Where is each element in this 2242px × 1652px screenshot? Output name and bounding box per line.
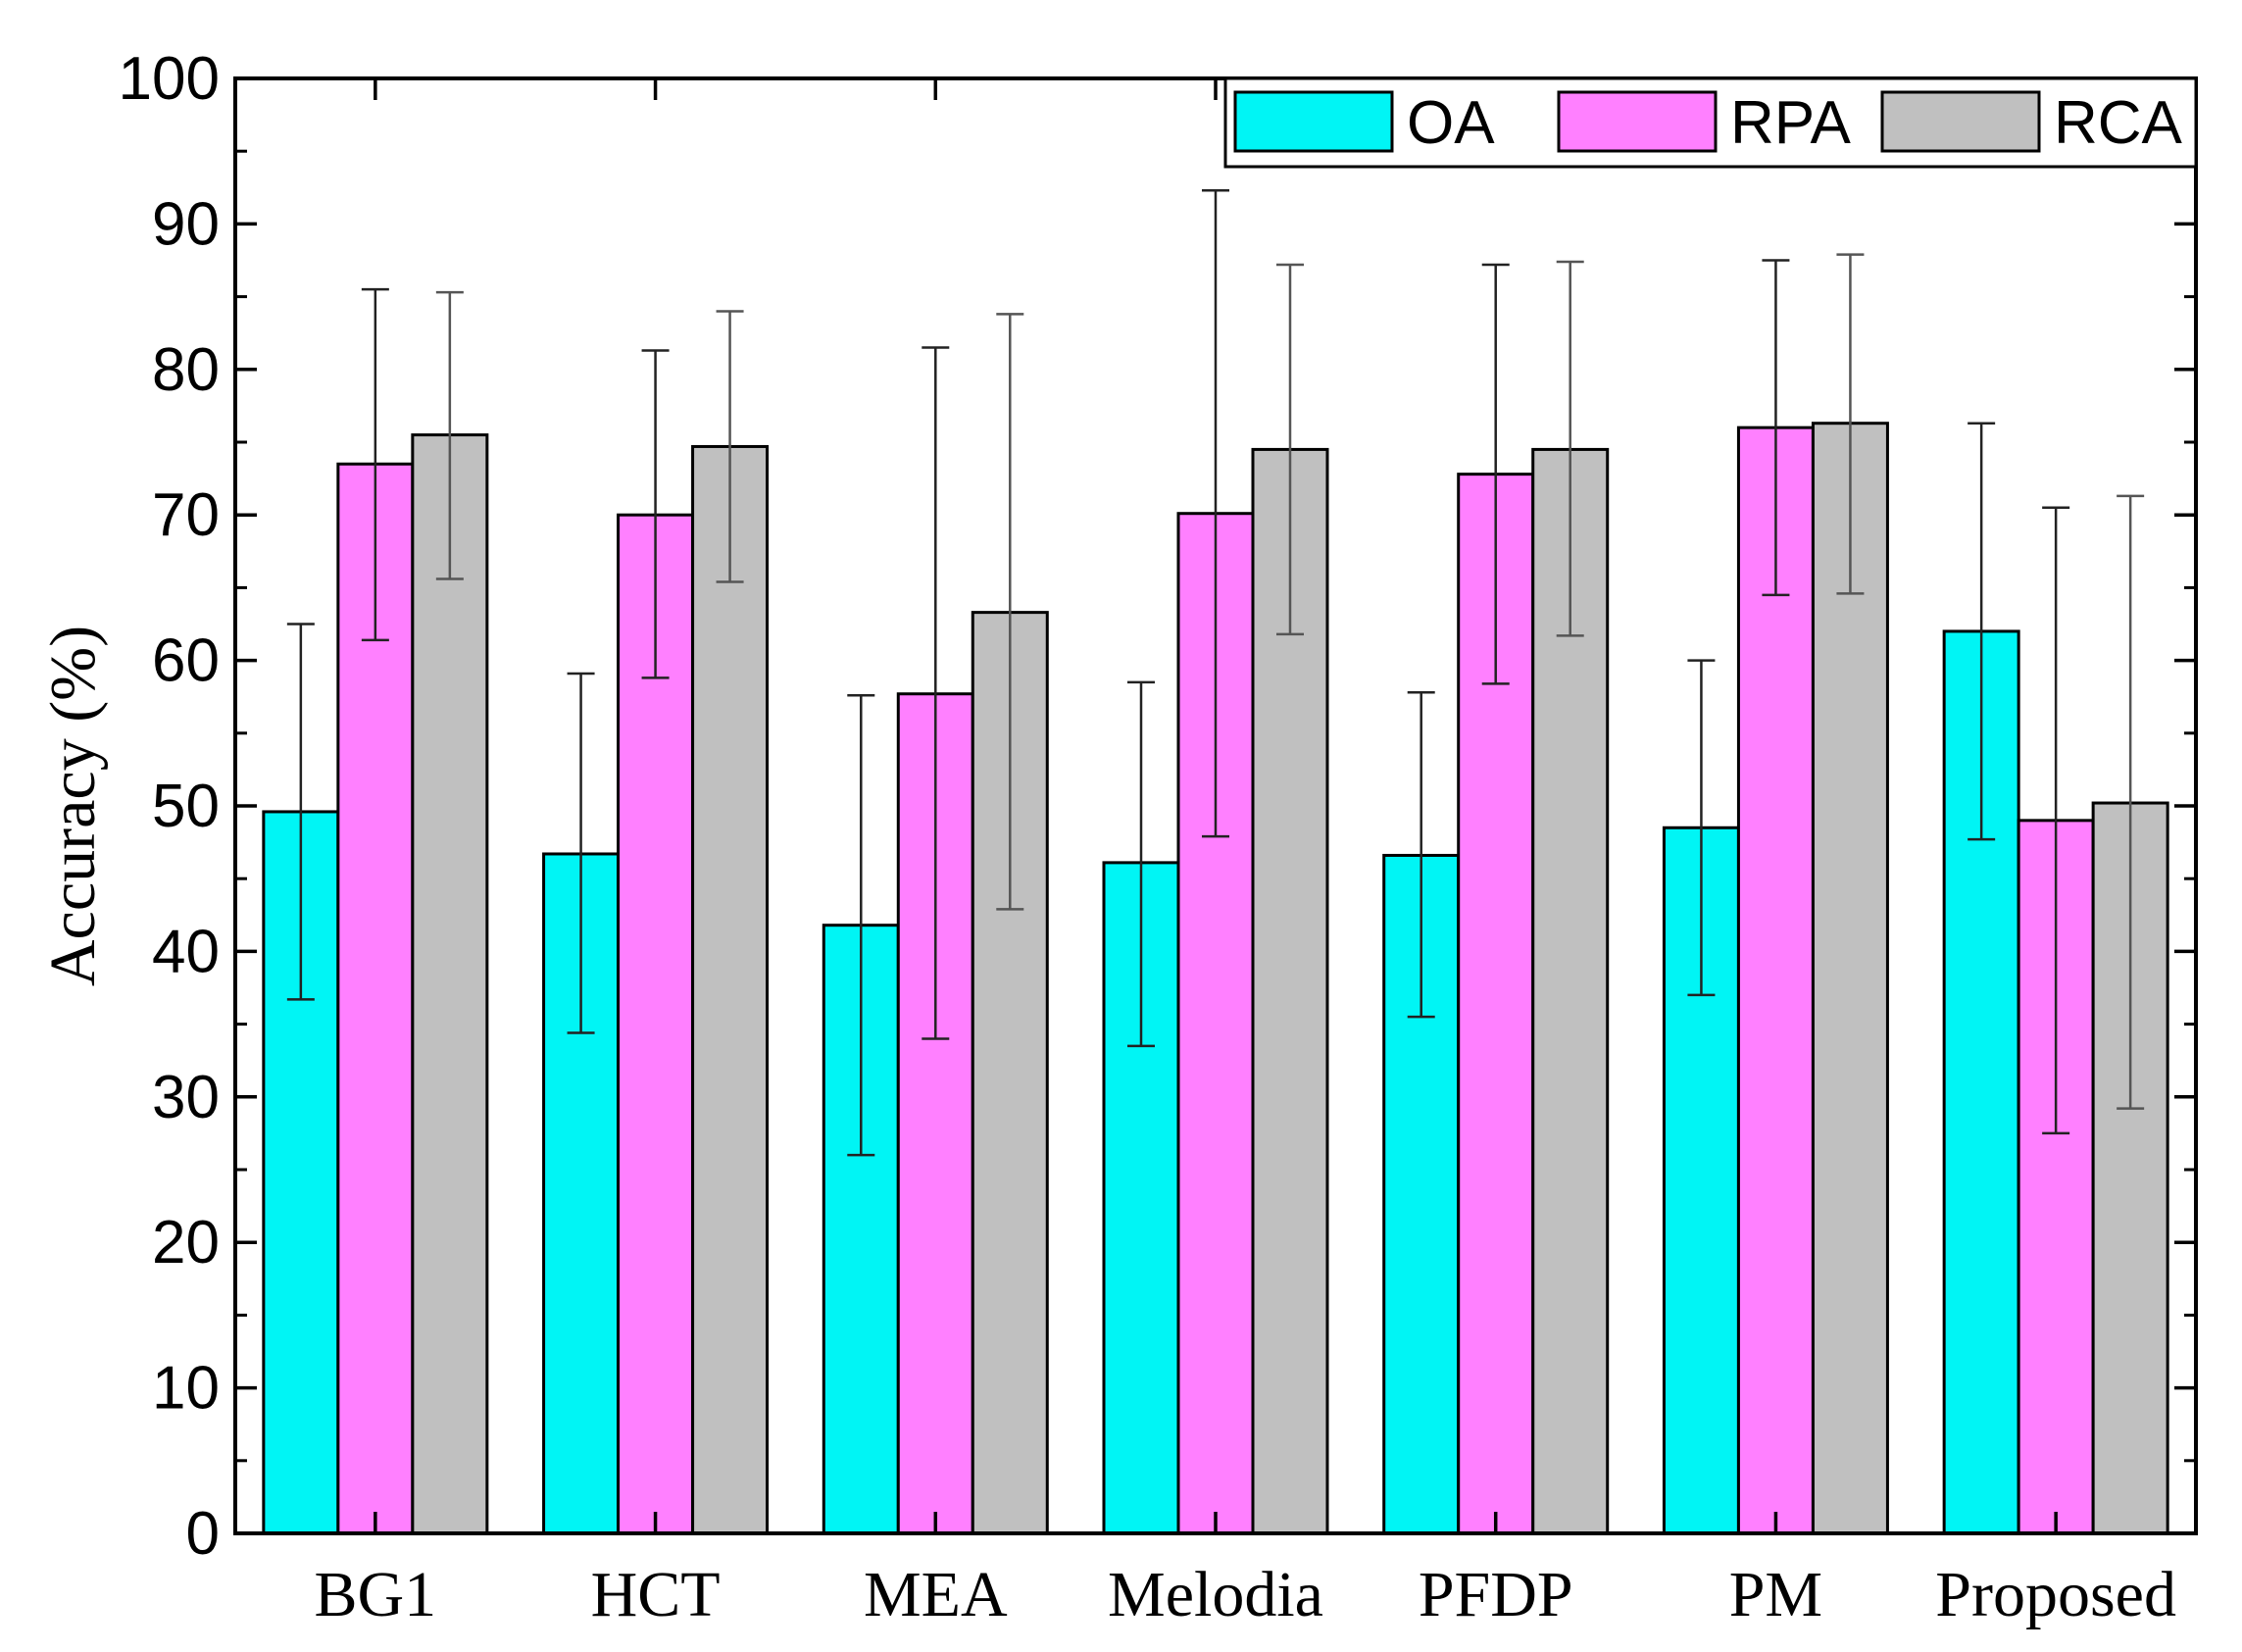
error-bar-rpa-melodia xyxy=(1202,189,1229,838)
x-axis: BG1 HCT MEA Melodia PFDP PM Proposed xyxy=(315,78,2176,1630)
bar-rpa-pm xyxy=(1736,426,1815,1535)
y-tick-label: 50 xyxy=(152,773,220,840)
error-bar-rca-pfdp xyxy=(1556,260,1584,637)
x-tick-label: PFDP xyxy=(1419,1559,1573,1630)
error-bar-rpa-proposed xyxy=(2042,506,2070,1135)
error-bar-oa-melodia xyxy=(1127,680,1155,1048)
y-tick-label: 30 xyxy=(152,1064,220,1131)
error-bar-oa-proposed xyxy=(1968,422,1996,841)
error-bar-rpa-hct xyxy=(641,349,670,679)
y-tick-label: 100 xyxy=(119,45,220,113)
error-bar-rpa-pm xyxy=(1762,259,1790,597)
error-bar-oa-pm xyxy=(1687,659,1716,997)
error-bar-rca-bg1 xyxy=(435,290,464,580)
legend-label: RPA xyxy=(1730,89,1852,157)
y-tick-label: 70 xyxy=(152,481,220,549)
bar-rca-pm xyxy=(1811,422,1889,1535)
y-tick-label: 40 xyxy=(152,918,220,985)
y-tick-label: 0 xyxy=(186,1500,220,1568)
y-tick-label: 10 xyxy=(152,1355,220,1423)
x-tick-label: HCT xyxy=(591,1559,721,1630)
error-bar-rca-hct xyxy=(716,310,744,583)
x-tick-label: BG1 xyxy=(315,1559,437,1630)
error-bar-rpa-bg1 xyxy=(361,287,389,642)
error-bar-rpa-mea xyxy=(922,346,950,1040)
error-bars-layer xyxy=(286,189,2145,1157)
legend-swatch-oa xyxy=(1233,90,1394,153)
y-tick-label: 20 xyxy=(152,1209,220,1277)
error-bar-oa-hct xyxy=(567,672,595,1034)
legend-entry-rpa: RPA xyxy=(1557,89,1852,157)
bar-rpa-bg1 xyxy=(336,462,415,1535)
legend-swatch-rpa xyxy=(1557,90,1718,153)
error-bar-rca-mea xyxy=(996,313,1024,911)
error-bar-rpa-pfdp xyxy=(1481,263,1510,685)
bar-rca-hct xyxy=(691,444,770,1535)
legend-label: OA xyxy=(1407,89,1495,157)
y-tick-label: 90 xyxy=(152,190,220,258)
error-bar-rca-melodia xyxy=(1276,263,1304,636)
y-axis-title: Accuracy (%) xyxy=(37,626,109,986)
legend: OA RPA RCA xyxy=(1223,76,2198,169)
y-axis: 0 10 20 30 40 50 60 70 80 90 100 xyxy=(119,45,2196,1568)
x-tick-label: MEA xyxy=(864,1559,1008,1630)
legend-label: RCA xyxy=(2054,89,2183,157)
x-tick-label: Melodia xyxy=(1108,1559,1323,1630)
x-tick-label: PM xyxy=(1729,1559,1822,1630)
error-bar-rca-pm xyxy=(1836,253,1865,595)
y-tick-label: 60 xyxy=(152,627,220,695)
error-bar-oa-mea xyxy=(847,693,875,1157)
legend-swatch-rca xyxy=(1880,90,2041,153)
error-bar-rca-proposed xyxy=(2117,494,2145,1110)
y-tick-label: 80 xyxy=(152,336,220,404)
bar-rca-bg1 xyxy=(411,433,489,1535)
error-bar-oa-pfdp xyxy=(1407,690,1435,1019)
x-tick-label: Proposed xyxy=(1935,1559,2176,1630)
legend-entry-rca: RCA xyxy=(1880,89,2183,157)
error-bar-oa-bg1 xyxy=(286,623,315,1001)
legend-entry-oa: OA xyxy=(1233,89,1495,157)
